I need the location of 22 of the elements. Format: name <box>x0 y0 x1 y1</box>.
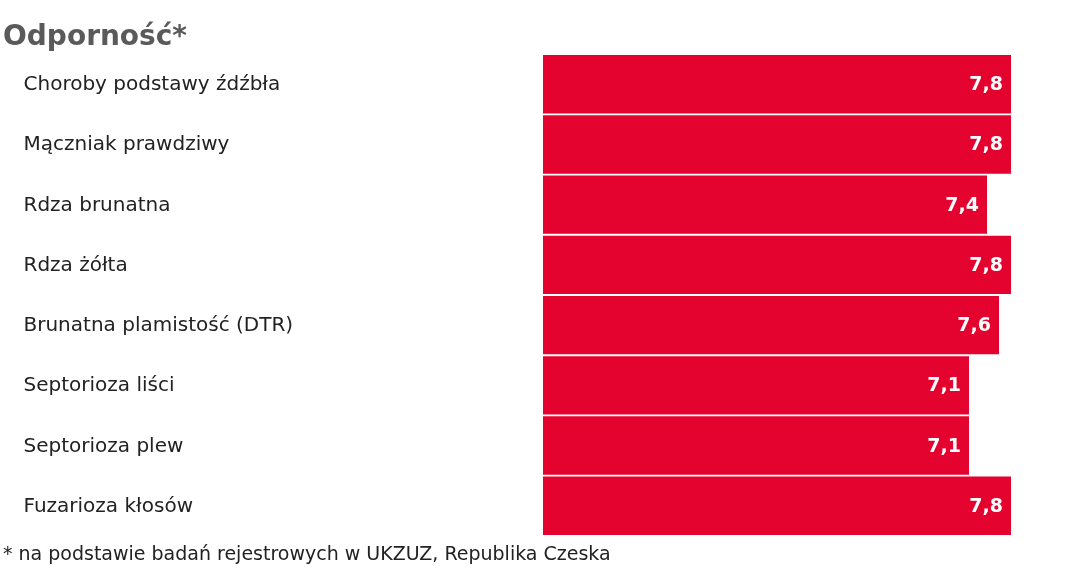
data-label: 7,8 <box>969 72 1003 95</box>
data-label: 7,6 <box>957 313 991 336</box>
data-label: 7,8 <box>969 132 1003 155</box>
data-label: 7,1 <box>927 373 961 396</box>
y-tick-label: Brunatna plamistość (DTR) <box>23 312 294 337</box>
data-label: 7,1 <box>927 433 961 456</box>
bar <box>543 235 1011 295</box>
y-tick-label: Mączniak prawdziwy <box>23 131 230 156</box>
text: Odporność* <box>3 19 188 52</box>
y-tick-label: Rdza brunatna <box>23 191 171 216</box>
y-tick-label: Rdza żółta <box>23 251 128 276</box>
y-tick-label: Septorioza liści <box>23 372 175 397</box>
bar <box>543 476 1011 535</box>
data-label: 7,4 <box>945 192 979 215</box>
bar <box>543 55 1011 114</box>
y-tick-label: Fuzarioza kłosów <box>23 492 193 517</box>
data-label: 7,8 <box>969 493 1003 516</box>
data-label: 7,8 <box>969 252 1003 275</box>
annotation: * na podstawie badań rejestrowych w UKZUZ, Republika Czeska <box>3 542 611 564</box>
bar <box>543 295 999 355</box>
y-tick-label: Choroby podstawy źdźbła <box>23 71 281 96</box>
y-tick-label: Septorioza plew <box>23 432 184 457</box>
